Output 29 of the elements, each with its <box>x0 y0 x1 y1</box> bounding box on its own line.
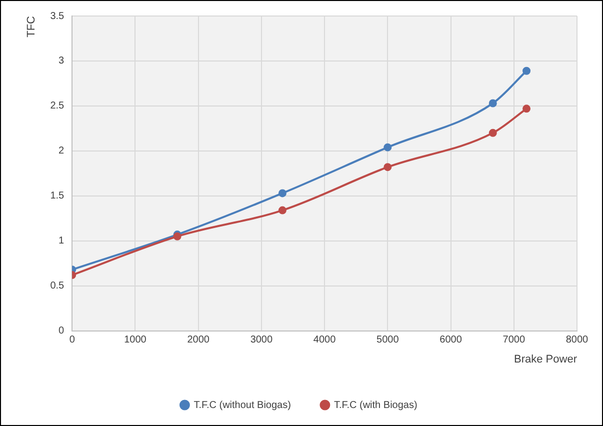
x-tick-label: 6000 <box>440 334 462 346</box>
point <box>488 99 497 108</box>
y-tick-label: 1.5 <box>50 190 65 202</box>
y-tick-label: 2 <box>58 146 65 157</box>
x-tick-label: 0 <box>69 334 76 346</box>
y-tick-label: 3 <box>58 56 65 67</box>
y-tick-label: 3.5 <box>50 10 65 22</box>
point <box>278 189 286 198</box>
x-tick-label: 5000 <box>376 334 400 346</box>
point <box>384 163 392 172</box>
y-axis-title: TFC <box>26 16 38 38</box>
x-tick-label: 4000 <box>313 334 336 346</box>
y-tick-label: 0 <box>58 326 65 337</box>
x-tick-label: 1000 <box>124 334 147 346</box>
legend-label: T.F.C (with Biogas) <box>334 400 418 411</box>
point <box>522 104 531 113</box>
x-tick-label: 2000 <box>187 334 210 346</box>
x-tick-label: 7000 <box>502 334 526 346</box>
point <box>384 143 392 152</box>
point <box>522 66 531 75</box>
x-tick-label: 8000 <box>566 334 589 346</box>
y-tick-label: 2.5 <box>50 100 65 112</box>
x-axis-title: Brake Power <box>514 353 578 366</box>
y-tick-label: 1 <box>58 236 65 247</box>
legend-label: T.F.C (without Biogas) <box>194 400 291 411</box>
point <box>488 128 497 137</box>
y-tick-label: 0.5 <box>50 280 65 292</box>
x-tick-label: 3000 <box>250 334 273 346</box>
point <box>278 206 286 214</box>
